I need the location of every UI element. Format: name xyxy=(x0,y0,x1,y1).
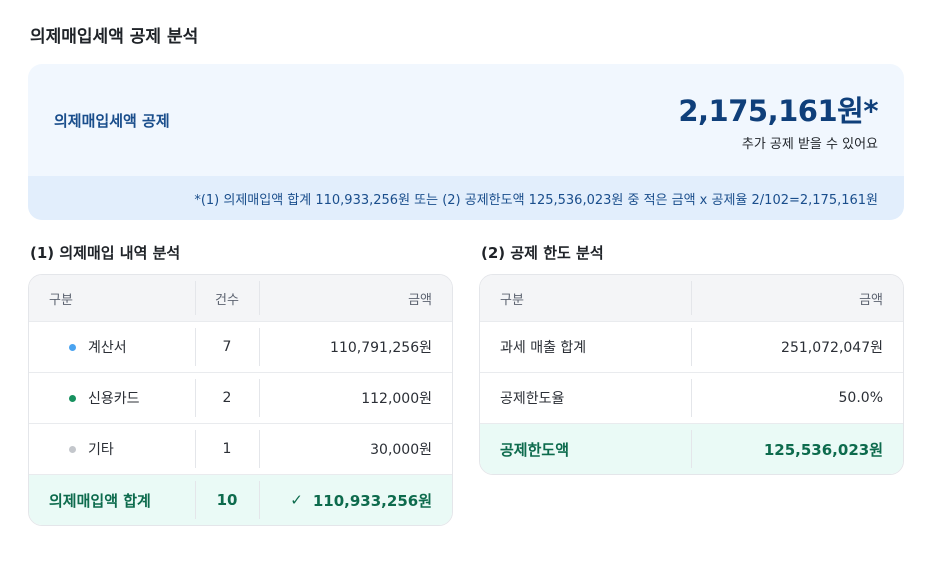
row-amount: 30,000원 xyxy=(259,424,452,474)
purchase-table: 구분 건수 금액 계산서 7 110,791,256원 신용카드 2 112,0… xyxy=(28,274,453,526)
limit-section-title: (2) 공제 한도 분석 xyxy=(481,244,604,262)
green-dot-icon xyxy=(69,394,76,402)
summary-footer: *(1) 의제매입액 합계 110,933,256원 또는 (2) 공제한도액 … xyxy=(28,176,904,220)
row-count: 1 xyxy=(195,424,259,474)
row-label: 공제한도율 xyxy=(500,391,565,407)
row-count: 2 xyxy=(195,373,259,423)
total-row: 의제매입액 합계 10 ✓ 110,933,256원 xyxy=(29,475,452,525)
header-amount: 금액 xyxy=(691,275,903,321)
summary-subtitle: 추가 공제 받을 수 있어요 xyxy=(741,137,878,152)
total-amount: 110,933,256원 xyxy=(312,491,432,510)
row-label-text: 기타 xyxy=(88,442,114,458)
summary-amount: 2,175,161원* xyxy=(678,94,878,128)
check-icon: ✓ xyxy=(290,491,303,509)
page-title: 의제매입세액 공제 분석 xyxy=(30,27,199,47)
table-row: 신용카드 2 112,000원 xyxy=(29,373,452,424)
row-label: 기타 xyxy=(29,424,195,474)
row-label: 과세 매출 합계 xyxy=(500,340,587,356)
header-division: 구분 xyxy=(500,292,524,308)
table-header-row: 구분 금액 xyxy=(480,275,903,322)
total-amount: 125,536,023원 xyxy=(691,424,903,474)
table-row: 과세 매출 합계 251,072,047원 xyxy=(480,322,903,373)
summary-label: 의제매입세액 공제 xyxy=(54,112,170,130)
table-row: 기타 1 30,000원 xyxy=(29,424,452,475)
limit-table: 구분 금액 과세 매출 합계 251,072,047원 공제한도율 50.0% … xyxy=(479,274,904,475)
total-row: 공제한도액 125,536,023원 xyxy=(480,424,903,474)
row-label: 신용카드 xyxy=(29,373,195,423)
blue-dot-icon xyxy=(69,343,76,351)
row-amount: 251,072,047원 xyxy=(691,322,903,372)
row-label: 계산서 xyxy=(29,322,195,372)
header-division: 구분 xyxy=(49,292,73,308)
total-amount-cell: ✓ 110,933,256원 xyxy=(259,475,452,525)
header-count: 건수 xyxy=(195,275,259,321)
row-count: 7 xyxy=(195,322,259,372)
purchase-section-title: (1) 의제매입 내역 분석 xyxy=(30,244,181,262)
header-amount: 금액 xyxy=(259,275,452,321)
total-label: 의제매입액 합계 xyxy=(49,491,151,510)
table-row: 계산서 7 110,791,256원 xyxy=(29,322,452,373)
table-header-row: 구분 건수 금액 xyxy=(29,275,452,322)
row-amount: 110,791,256원 xyxy=(259,322,452,372)
row-amount: 112,000원 xyxy=(259,373,452,423)
total-count: 10 xyxy=(195,475,259,525)
row-label-text: 계산서 xyxy=(88,340,127,356)
table-row: 공제한도율 50.0% xyxy=(480,373,903,424)
row-label-text: 신용카드 xyxy=(88,391,140,407)
row-amount: 50.0% xyxy=(691,373,903,423)
summary-card: 의제매입세액 공제 2,175,161원* 추가 공제 받을 수 있어요 *(1… xyxy=(28,64,904,220)
summary-formula: *(1) 의제매입액 합계 110,933,256원 또는 (2) 공제한도액 … xyxy=(194,192,878,208)
total-label: 공제한도액 xyxy=(500,440,570,459)
gray-dot-icon xyxy=(69,445,76,453)
